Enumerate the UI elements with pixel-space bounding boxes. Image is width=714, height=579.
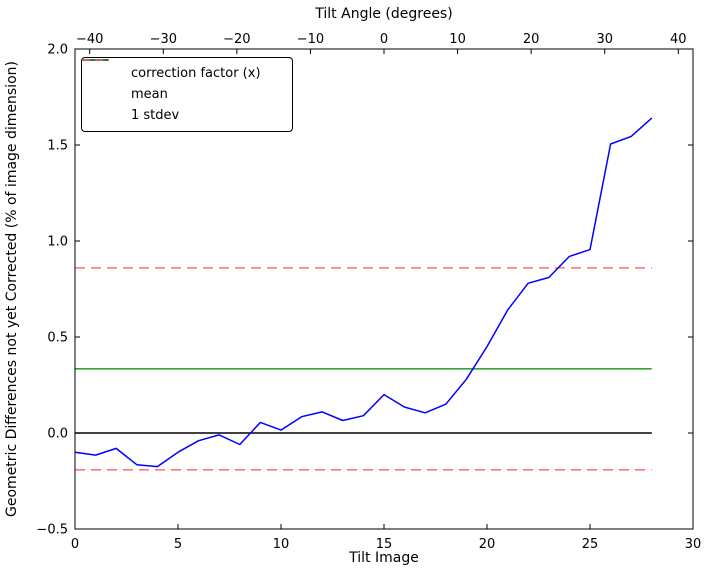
top-tick-label: −10 (297, 32, 324, 47)
legend-label: 1 stdev (131, 108, 180, 123)
correction-factor-line-sample (82, 59, 120, 76)
top-axis-title: Tilt Angle (degrees) (314, 6, 452, 22)
y-tick-label: 0.0 (47, 427, 68, 442)
correction-factor-line (74, 117, 653, 468)
top-tick-label: −20 (223, 32, 250, 47)
x-tick-label: 15 (376, 537, 393, 552)
x-axis-title: Tilt Image (348, 550, 419, 566)
top-tick-label: −30 (150, 32, 177, 47)
y-tick-label: 0.5 (47, 331, 68, 346)
x-tick-label: 25 (582, 537, 599, 552)
x-tick-label: 5 (174, 537, 182, 552)
y-tick-label: 1.0 (47, 235, 68, 250)
legend-item-correction-factor: correction factor (x) (82, 59, 280, 84)
legend: correction factor (x) mean 1 stdev (81, 57, 293, 132)
top-tick-label: 10 (449, 32, 466, 47)
dashed-line-glyph (82, 59, 109, 61)
y-tick-label: 2.0 (47, 43, 68, 58)
mean-line-sample (82, 59, 120, 97)
legend-item-stdev: 1 stdev (82, 59, 280, 126)
plot-content: 0 5 10 15 20 25 30 −40 −30 −20 −10 0 10 20 30 40 −0.5 0.0… (36, 32, 701, 552)
top-tick-label: −40 (76, 32, 103, 47)
y-axis-title: Geometric Differences not yet Corrected … (4, 61, 20, 517)
y-tick-label: 1.5 (47, 139, 68, 154)
stdev-line-sample (82, 59, 120, 118)
top-tick-label: 30 (596, 32, 613, 47)
x-tick-label: 0 (71, 537, 79, 552)
x-tick-label: 10 (273, 537, 290, 552)
top-tick-label: 40 (670, 32, 687, 47)
legend-label: correction factor (x) (131, 66, 261, 81)
y-tick-label: −0.5 (36, 523, 68, 538)
legend-label: mean (131, 87, 168, 102)
x-tick-label: 30 (685, 537, 702, 552)
x-tick-label: 20 (479, 537, 496, 552)
top-tick-label: 0 (380, 32, 388, 47)
legend-item-mean: mean (82, 59, 280, 105)
top-tick-label: 20 (523, 32, 540, 47)
